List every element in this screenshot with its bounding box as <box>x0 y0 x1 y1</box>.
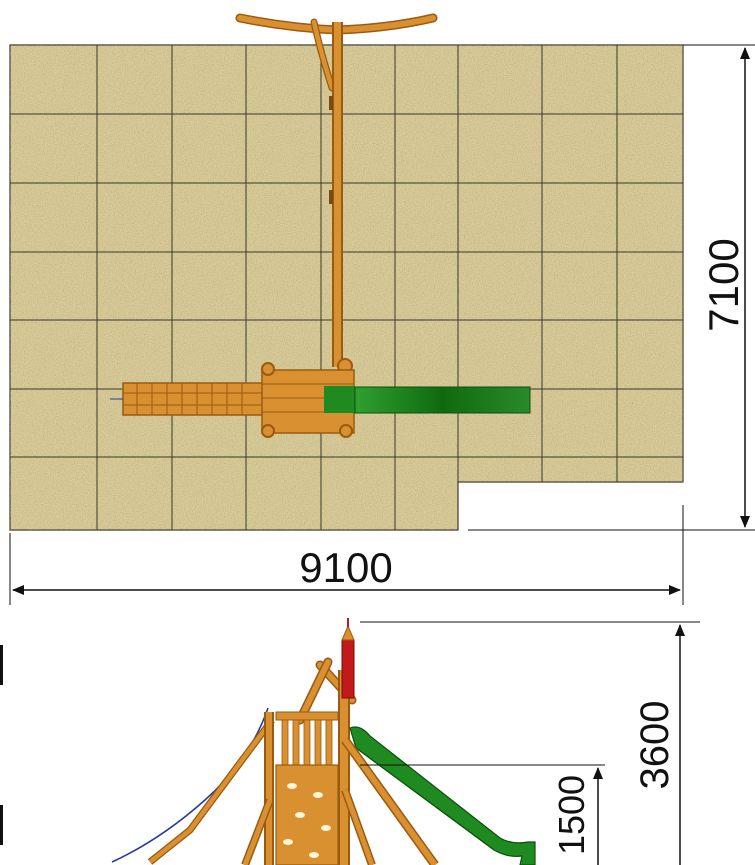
platform-height-dimension: 1500 <box>360 764 605 865</box>
surface-grid <box>10 45 683 530</box>
total-height-dimension: 3600 <box>360 621 700 865</box>
plan-view <box>9 13 684 531</box>
plan-width-dimension: 9100 <box>9 505 684 605</box>
plan-depth-dimension: 7100 <box>468 44 755 531</box>
ladder-bridge <box>110 382 264 416</box>
slide-plan <box>324 386 531 414</box>
platform-height-label: 1500 <box>551 775 592 855</box>
slide-elevation <box>349 726 536 865</box>
elevation-view <box>0 618 536 865</box>
tower-railing <box>275 711 339 766</box>
total-height-label: 3600 <box>633 701 677 790</box>
climbing-wall <box>275 764 339 865</box>
rope <box>111 707 269 863</box>
roof-spire <box>341 618 355 699</box>
plan-depth-label: 7100 <box>700 238 747 331</box>
plan-width-label: 9100 <box>299 544 392 591</box>
